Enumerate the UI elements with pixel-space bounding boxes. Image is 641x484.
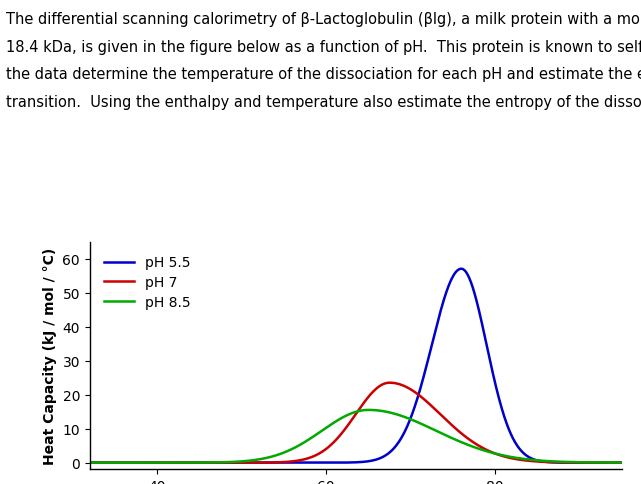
pH 8.5 xyxy=(345,412,353,418)
Legend: pH 5.5, pH 7, pH 8.5: pH 5.5, pH 7, pH 8.5 xyxy=(97,249,198,316)
pH 7 xyxy=(603,460,610,466)
pH 5.5 xyxy=(113,460,121,466)
pH 5.5 xyxy=(458,266,465,272)
Text: transition.  Using the enthalpy and temperature also estimate the entropy of the: transition. Using the enthalpy and tempe… xyxy=(6,95,641,110)
Text: the data determine the temperature of the dissociation for each pH and estimate : the data determine the temperature of th… xyxy=(6,67,641,82)
pH 7 xyxy=(331,439,338,445)
pH 7 xyxy=(386,380,394,386)
pH 8.5 xyxy=(618,460,626,466)
pH 5.5 xyxy=(618,460,626,466)
Y-axis label: Heat Capacity (kJ / mol / °C): Heat Capacity (kJ / mol / °C) xyxy=(43,247,57,464)
pH 5.5 xyxy=(603,460,610,466)
Line: pH 5.5: pH 5.5 xyxy=(90,269,622,463)
pH 7 xyxy=(618,460,626,466)
Text: 18.4 kDa, is given in the figure below as a function of pH.  This protein is kno: 18.4 kDa, is given in the figure below a… xyxy=(6,40,641,55)
pH 5.5 xyxy=(86,460,94,466)
Line: pH 8.5: pH 8.5 xyxy=(90,410,622,463)
pH 8.5 xyxy=(113,460,121,466)
pH 8.5 xyxy=(603,460,610,466)
pH 7 xyxy=(113,460,121,466)
pH 8.5 xyxy=(86,460,94,466)
pH 7 xyxy=(86,460,94,466)
pH 8.5 xyxy=(505,454,513,459)
pH 5.5 xyxy=(345,460,353,466)
pH 5.5 xyxy=(603,460,610,466)
Line: pH 7: pH 7 xyxy=(90,383,622,463)
pH 8.5 xyxy=(365,407,372,413)
pH 5.5 xyxy=(505,427,513,433)
pH 5.5 xyxy=(331,460,338,466)
Text: The differential scanning calorimetry of β-Lactoglobulin (βlg), a milk protein w: The differential scanning calorimetry of… xyxy=(6,12,641,27)
pH 8.5 xyxy=(603,460,610,466)
pH 7 xyxy=(345,422,353,427)
pH 7 xyxy=(603,460,610,466)
pH 7 xyxy=(505,455,513,461)
pH 8.5 xyxy=(331,420,338,425)
